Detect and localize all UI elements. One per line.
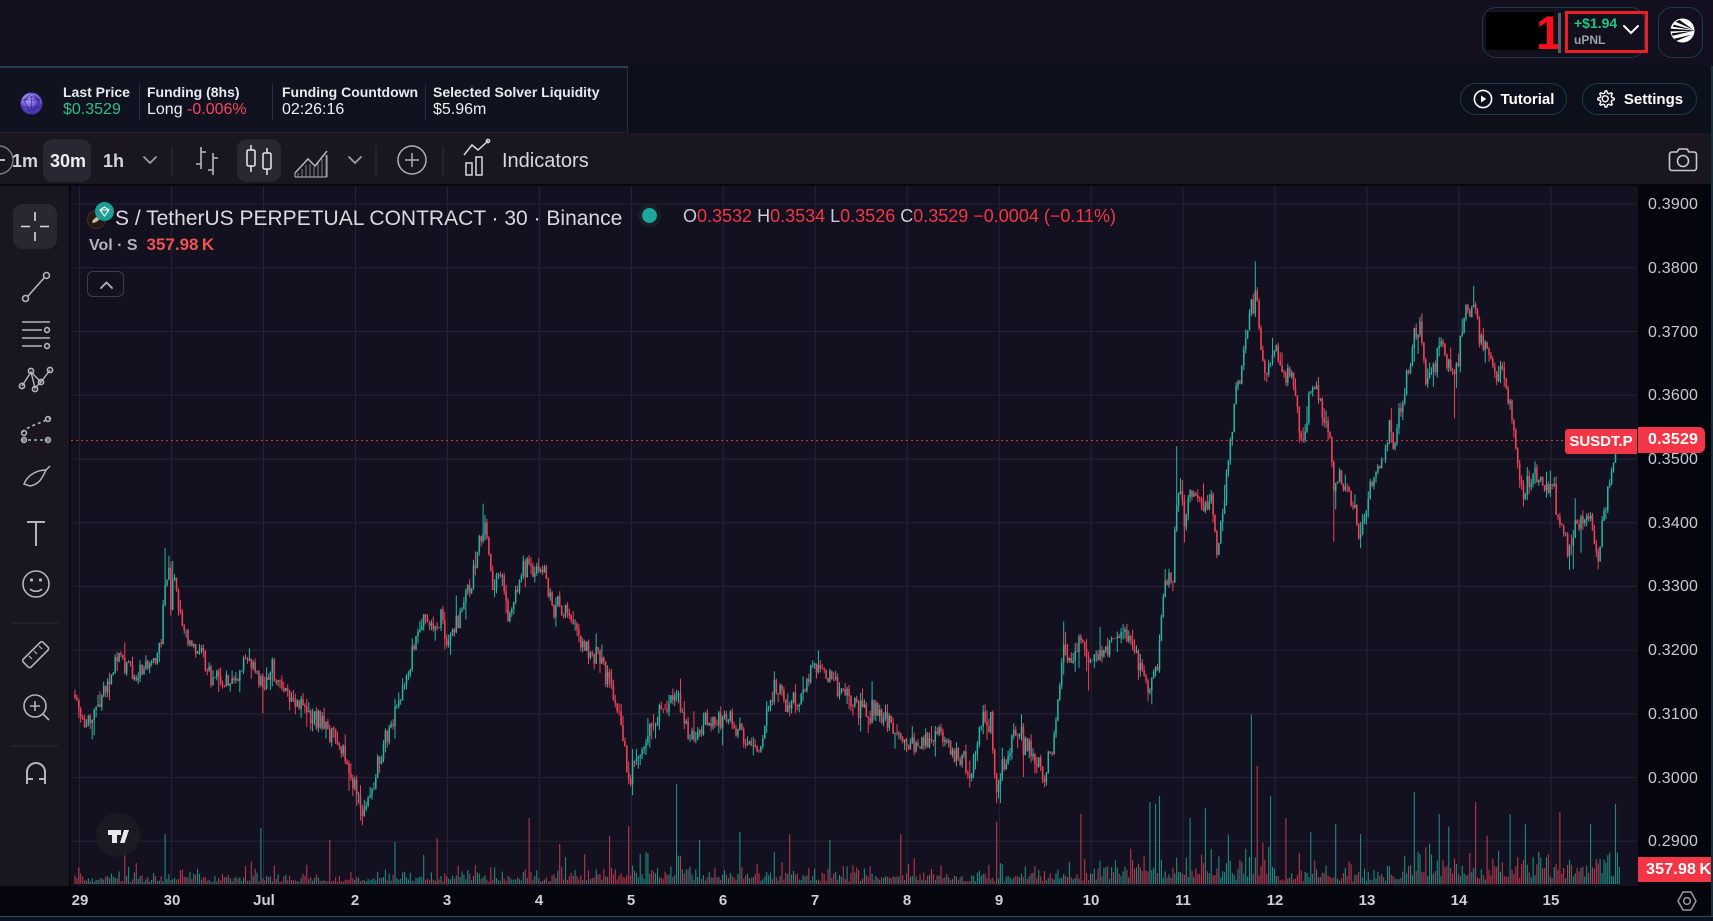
svg-text:Indicators: Indicators: [502, 150, 589, 172]
svg-text:1h: 1h: [103, 151, 124, 171]
svg-text:1m: 1m: [12, 151, 38, 171]
svg-text:30m: 30m: [50, 151, 86, 171]
